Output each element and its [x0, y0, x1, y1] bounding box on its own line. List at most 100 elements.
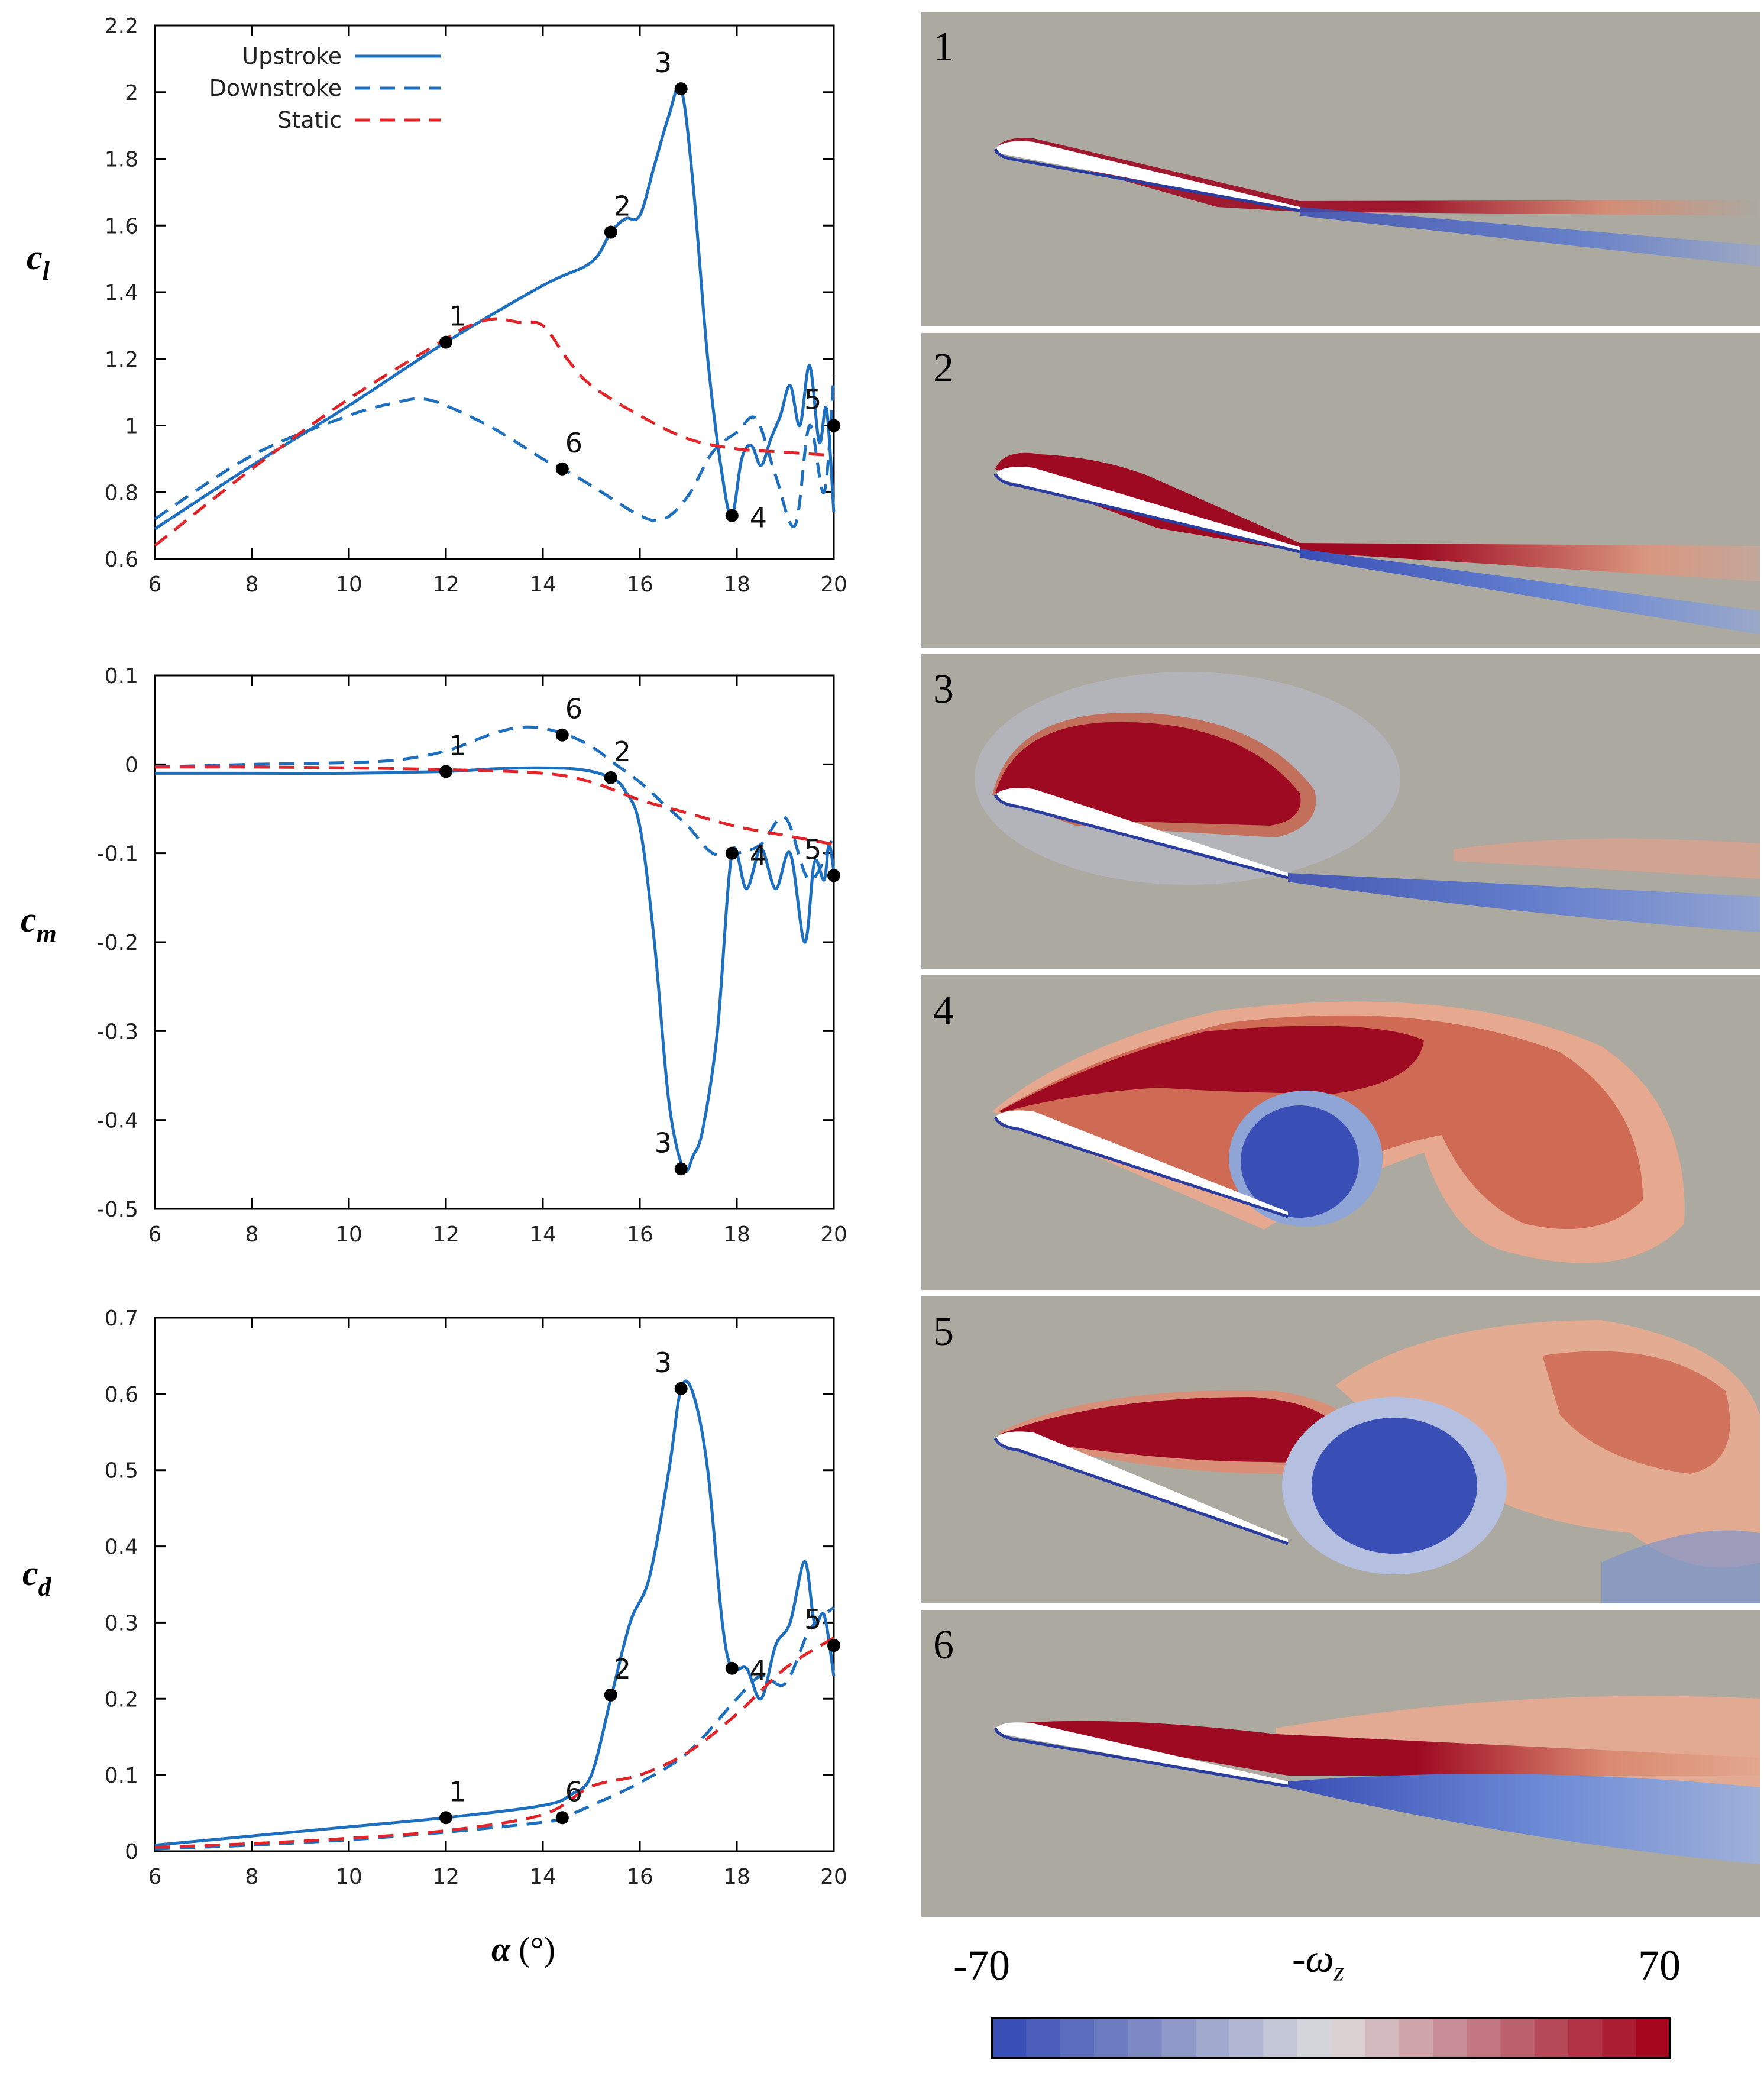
- cd-xtick-label: 12: [432, 1865, 459, 1889]
- cd-point-label-4: 4: [750, 1655, 767, 1687]
- legend-downstroke-label: Downstroke: [209, 75, 342, 101]
- cl-axis-sub: l: [43, 257, 50, 286]
- lift-coefficient-chart: 6 8 10 12 14 16 18 200.60.811.21.41.61.822.2123…: [105, 14, 847, 597]
- cm-series-static: [154, 765, 834, 846]
- cm-ytick-label: -0.5: [97, 1198, 138, 1222]
- panel-4-label: 4: [933, 988, 954, 1033]
- cl-xtick-label: 12: [432, 573, 459, 597]
- cd-ytick-label: 0.7: [105, 1306, 138, 1331]
- cd-point-label-5: 5: [804, 1603, 821, 1635]
- cd-xtick-label: 14: [529, 1865, 556, 1889]
- cm-ytick-label: -0.4: [97, 1109, 138, 1133]
- panel-1-field: [993, 138, 1760, 266]
- colorbar-frame: [991, 2017, 1671, 2059]
- panel-6-field: [993, 1696, 1760, 1864]
- cd-ytick-label: 0.4: [105, 1535, 138, 1560]
- colorbar-level: [1467, 2018, 1501, 2058]
- colorbar-title-sub: z: [1333, 1957, 1344, 1987]
- colorbar-level: [1297, 2018, 1332, 2058]
- colorbar-level: [1026, 2018, 1061, 2058]
- cl-point-label-5: 5: [804, 384, 821, 416]
- cm-point-6: [555, 728, 569, 742]
- colorbar-level: [1263, 2018, 1298, 2058]
- vorticity-panel-1: 1: [921, 12, 1760, 326]
- cm-point-label-6: 6: [565, 693, 582, 725]
- colorbar-level: [1060, 2018, 1095, 2058]
- cl-point-label-6: 6: [565, 427, 582, 459]
- panel-3-field: [975, 672, 1760, 932]
- colorbar-level: [992, 2018, 1027, 2058]
- cd-point-label-3: 3: [655, 1347, 672, 1379]
- cl-ytick-label: 1.4: [105, 281, 138, 305]
- colorbar-level: [1161, 2018, 1196, 2058]
- cl-xtick-label: 6: [148, 573, 162, 597]
- cd-ytick-label: 0.5: [105, 1459, 138, 1483]
- cd-axis-sub: d: [38, 1573, 52, 1602]
- cd-point-4: [725, 1661, 739, 1675]
- colorbar-level: [1602, 2018, 1637, 2058]
- vorticity-panel-2: 2: [921, 333, 1760, 648]
- cm-ytick-label: -0.2: [97, 931, 138, 955]
- panel-2-field: [993, 452, 1760, 635]
- cd-point-label-1: 1: [449, 1776, 466, 1807]
- chart-area: 6 8 10 12 14 16 18 200.60.811.21.41.61.822.2123…: [21, 14, 847, 1968]
- cm-series-upstroke: [154, 766, 836, 1173]
- cl-point-4: [725, 509, 739, 522]
- legend: Upstroke Downstroke Static: [209, 43, 441, 133]
- cm-xtick-label: 6: [148, 1223, 162, 1247]
- cl-xtick-label: 10: [335, 573, 362, 597]
- cl-xtick-label: 14: [529, 573, 556, 597]
- cd-ytick-label: 0.6: [105, 1383, 138, 1407]
- legend-static-label: Static: [277, 107, 342, 133]
- cm-xtick-label: 8: [245, 1223, 259, 1247]
- cl-ytick-label: 2.2: [105, 14, 138, 38]
- cl-point-label-2: 2: [614, 190, 631, 222]
- vorticity-panel-3: 3: [921, 654, 1760, 969]
- panel-6-label: 6: [933, 1622, 954, 1668]
- cl-ytick-label: 1.6: [105, 214, 138, 238]
- cm-ytick-label: -0.1: [97, 842, 138, 866]
- cm-ytick-label: 0: [125, 753, 138, 777]
- colorbar-level: [1399, 2018, 1433, 2058]
- colorbar-level: [1128, 2018, 1162, 2058]
- cm-frame: [154, 674, 835, 1210]
- cm-point-5: [827, 869, 840, 882]
- cm-point-4: [725, 846, 739, 860]
- cd-ytick-label: 0.1: [105, 1764, 138, 1788]
- cd-xtick-label: 8: [245, 1865, 259, 1889]
- panel-3-label: 3: [933, 667, 954, 712]
- cm-point-3: [674, 1162, 688, 1176]
- cd-point-label-2: 2: [614, 1653, 631, 1685]
- cm-point-label-3: 3: [655, 1127, 672, 1159]
- cd-point-2: [604, 1688, 617, 1702]
- colorbar-bar: [991, 2017, 1671, 2059]
- cl-ytick-label: 1.8: [105, 148, 138, 172]
- cl-ytick-label: 2: [125, 81, 138, 105]
- cm-axis-label: cm: [21, 900, 57, 948]
- cm-series-downstroke: [154, 725, 836, 882]
- cm-point-label-4: 4: [750, 840, 767, 872]
- colorbar-title-main: -ω: [1292, 1936, 1334, 1981]
- cl-frame: [154, 24, 835, 560]
- cl-point-5: [827, 419, 840, 432]
- cm-ytick-label: -0.3: [97, 1020, 138, 1044]
- colorbar-level: [1229, 2018, 1264, 2058]
- colorbar-level: [1432, 2018, 1467, 2058]
- vorticity-panel-4: 4: [921, 975, 1760, 1290]
- cl-axis-label: cl: [27, 238, 50, 286]
- cm-point-label-5: 5: [804, 833, 821, 865]
- cm-point-label-1: 1: [449, 729, 466, 761]
- cl-series-static: [154, 317, 834, 547]
- cl-point-2: [604, 225, 617, 239]
- panel-4-field: [992, 1001, 1685, 1263]
- cd-series-static: [154, 1637, 835, 1849]
- cl-point-label-3: 3: [655, 47, 672, 79]
- cm-xtick-label: 14: [529, 1223, 556, 1247]
- cl-xtick-label: 8: [245, 573, 259, 597]
- cl-series-downstroke: [154, 375, 836, 529]
- cl-point-label-1: 1: [449, 300, 466, 332]
- panel-5-label: 5: [933, 1309, 954, 1354]
- colorbar-min-label: -70: [953, 1942, 1010, 1989]
- colorbar-title: -ωz: [1292, 1935, 1344, 1987]
- cm-xtick-label: 18: [723, 1223, 750, 1247]
